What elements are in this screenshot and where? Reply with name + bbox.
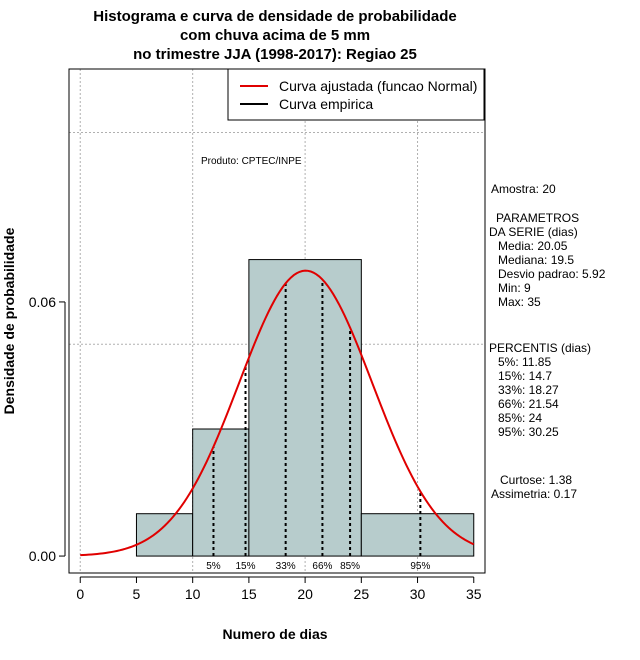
y-tick-label-1: 0.06 <box>29 294 56 310</box>
side-p95: 95%: 30.25 <box>498 425 559 439</box>
side-amostra: Amostra: 20 <box>491 182 556 196</box>
side-p5: 5%: 11.85 <box>498 355 551 369</box>
percentile-label-2: 33% <box>276 561 296 572</box>
x-tick-label-3: 15 <box>241 586 257 602</box>
percentile-lines: 5% 15% 33% 66% 85% 95% <box>206 279 430 572</box>
y-tick-label-0: 0.00 <box>29 548 56 564</box>
side-parametros-heading: PARAMETROS <box>496 211 579 225</box>
legend: Curva ajustada (funcao Normal) Curva emp… <box>227 68 485 121</box>
x-tick-label-2: 10 <box>185 586 201 602</box>
x-tick-label-5: 25 <box>354 586 370 602</box>
percentile-label-4: 85% <box>340 561 360 572</box>
x-tick-label-7: 35 <box>466 586 482 602</box>
side-media: Media: 20.05 <box>498 239 568 253</box>
percentile-label-0: 5% <box>206 561 221 572</box>
normal-curve-line <box>80 269 475 557</box>
percentile-label-5: 95% <box>410 561 430 572</box>
side-desvio-padrao: Desvio padrao: 5.92 <box>498 267 606 281</box>
side-p15: 15%: 14.7 <box>498 369 552 383</box>
histogram-bar-3 <box>360 513 475 557</box>
chart-title-line-2: com chuva acima de 5 mm <box>180 27 370 44</box>
side-panel: Amostra: 20 PARAMETROS DA SERIE (dias) M… <box>489 182 606 501</box>
chart-title-line-3: no trimestre JJA (1998-2017): Regiao 25 <box>133 46 417 63</box>
side-p85: 85%: 24 <box>498 411 542 425</box>
side-p33: 33%: 18.27 <box>498 383 559 397</box>
y-axis-label: Densidade de probabilidade <box>1 227 17 414</box>
x-tick-label-4: 20 <box>297 586 313 602</box>
histogram-bar-1 <box>192 428 250 557</box>
x-axis-label: Numero de dias <box>222 626 327 642</box>
histogram-bars <box>135 259 475 557</box>
side-curtose: Curtose: 1.38 <box>500 473 572 487</box>
side-min: Min: 9 <box>498 281 531 295</box>
x-tick-label-1: 5 <box>133 586 141 602</box>
x-tick-label-0: 0 <box>76 586 84 602</box>
chart-title-line-1: Histograma e curva de densidade de proba… <box>93 8 456 25</box>
legend-box <box>227 68 485 121</box>
side-serie-heading: DA SERIE (dias) <box>489 225 578 239</box>
product-note: Produto: CPTEC/INPE <box>201 156 302 167</box>
side-p66: 66%: 21.54 <box>498 397 559 411</box>
percentile-label-3: 66% <box>312 561 332 572</box>
histogram-bar-0 <box>135 513 194 557</box>
side-max: Max: 35 <box>498 295 541 309</box>
legend-normal-label: Curva ajustada (funcao Normal) <box>279 78 477 94</box>
histogram-bar-2 <box>248 259 362 557</box>
side-percentis-heading: PERCENTIS (dias) <box>489 341 591 355</box>
side-mediana: Mediana: 19.5 <box>498 253 574 267</box>
y-axis: 0.00 0.06 <box>29 294 66 564</box>
side-assimetria: Assimetria: 0.17 <box>491 487 577 501</box>
percentile-label-1: 15% <box>236 561 256 572</box>
x-tick-label-6: 30 <box>410 586 426 602</box>
legend-empirical-label: Curva empirica <box>279 96 373 112</box>
x-axis: 0 5 10 15 20 25 30 35 <box>76 576 482 602</box>
